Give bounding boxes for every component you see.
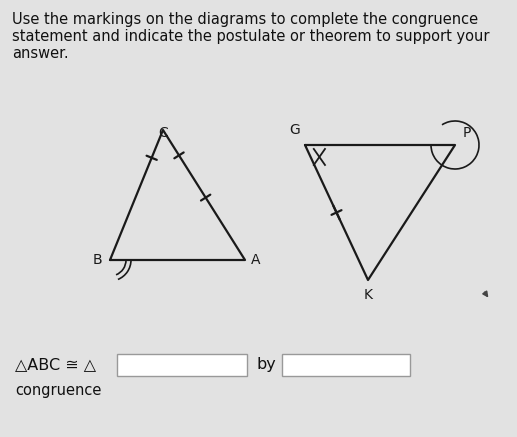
- Text: congruence: congruence: [15, 383, 101, 398]
- Text: △ABC ≅ △: △ABC ≅ △: [15, 357, 96, 372]
- FancyBboxPatch shape: [117, 354, 247, 376]
- Text: K: K: [363, 288, 373, 302]
- Text: Use the markings on the diagrams to complete the congruence: Use the markings on the diagrams to comp…: [12, 12, 478, 27]
- FancyBboxPatch shape: [282, 354, 410, 376]
- Text: statement and indicate the postulate or theorem to support your: statement and indicate the postulate or …: [12, 29, 490, 44]
- Text: C: C: [158, 126, 168, 140]
- Text: G: G: [289, 123, 300, 137]
- Text: B: B: [93, 253, 102, 267]
- Text: by: by: [257, 357, 277, 372]
- Text: A: A: [251, 253, 261, 267]
- Text: P: P: [463, 126, 472, 140]
- Text: answer.: answer.: [12, 46, 69, 61]
